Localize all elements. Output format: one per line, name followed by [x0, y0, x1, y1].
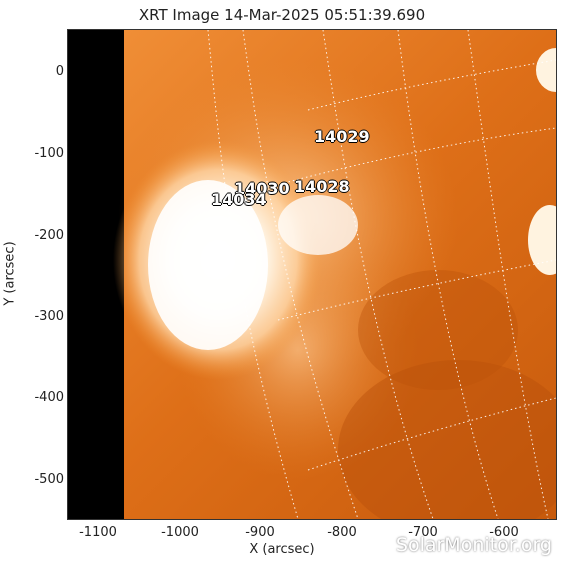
y-axis-label: Y (arcsec) [2, 241, 18, 306]
y-tick-label: -400 [34, 390, 64, 405]
solar-image [68, 30, 556, 519]
figure-title: XRT Image 14-Mar-2025 05:51:39.690 [138, 6, 426, 24]
x-tick-label: -1100 [79, 525, 117, 540]
edge-bright-mid [528, 205, 556, 275]
grid-parallel-3 [277, 259, 556, 321]
x-tick-label: -900 [245, 525, 275, 540]
flare-core-inner [148, 180, 268, 350]
grid-meridian-2 [242, 30, 359, 519]
x-tick-label: -800 [327, 525, 357, 540]
grid-meridian-4 [397, 30, 499, 519]
x-tick-label: -700 [408, 525, 438, 540]
dark-region [338, 360, 556, 519]
dark-region-2 [358, 270, 518, 390]
edge-bright-top [536, 48, 556, 92]
active-region-label: 14029 [314, 127, 370, 146]
watermark-solarmonitor: SolarMonitor.org [395, 534, 552, 556]
y-tick-label: -500 [34, 472, 64, 487]
active-region-label: 14028 [294, 177, 350, 196]
x-tick-label: -600 [489, 525, 519, 540]
y-tick-label: -200 [34, 228, 64, 243]
active-region-label: 14030 [234, 179, 290, 198]
solar-image-svg [68, 30, 556, 519]
grid-meridian-1 [207, 30, 299, 519]
grid-meridian-3 [322, 30, 434, 519]
x-axis-label: X (arcsec) [249, 542, 315, 557]
grid-meridian-5 [467, 30, 549, 519]
active-region-label: 14034 [211, 190, 267, 209]
x-tick-label: -1000 [161, 525, 199, 540]
grid-parallel-4 [307, 397, 556, 471]
y-tick-label: -300 [34, 309, 64, 324]
flare-lobe [278, 195, 358, 255]
y-tick-label: 0 [55, 64, 64, 79]
y-tick-label: -100 [34, 146, 64, 161]
helio-grid [207, 30, 556, 519]
